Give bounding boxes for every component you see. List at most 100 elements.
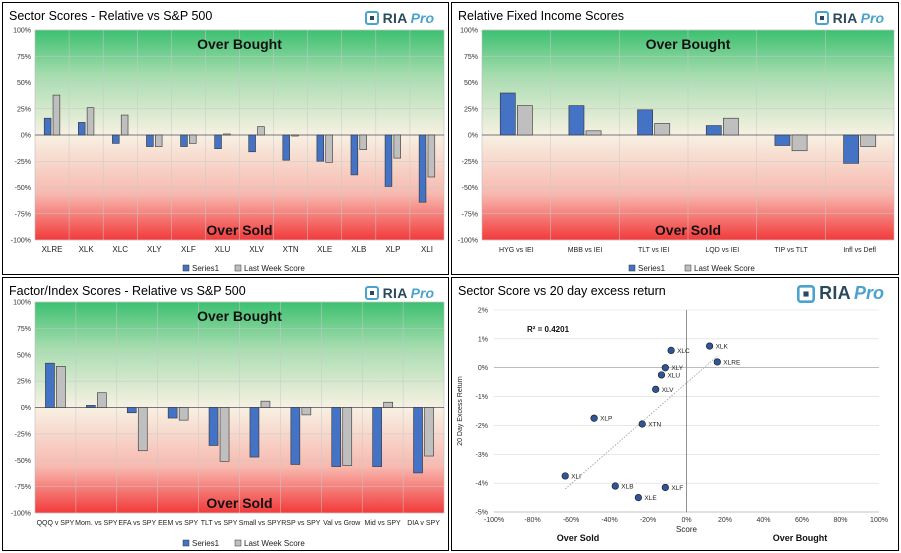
bar-series1-xly [146,134,154,147]
bar-last-week-tip-vs-tlt [791,134,808,152]
bar-series1-hyg-vs-iei [499,92,516,136]
bar-series1-xlb [350,134,359,176]
bar-series1-xtn [282,134,290,161]
bar-chart-factor: 100% 75% 50% 25% 0% -25% -50% -75% -100% QQQ v SP… [11,300,445,548]
legend-swatch-last-week [684,264,692,272]
bar-series1-xlf [180,134,188,147]
scatter-point-xtn [638,420,646,428]
legend-swatch-last-week [234,539,242,547]
bar-chart-sector: 100% 75% 50% 25% 0% -25% -50% -75% -100% XLRE XLK X… [11,28,445,273]
x-category-label: XLK [79,245,95,254]
x-tick-label: -40% [601,517,617,524]
legend-swatch-series1 [182,264,190,272]
point-label-xle: XLE [644,495,657,502]
bar-series1-dia-v-spy [413,407,423,474]
y-tick-label: -25% [462,159,478,166]
y-axis-title: 20 Day Excess Return [457,376,464,446]
x-category-label: XTN [283,245,299,254]
bar-last-week-rsp-vs-spy [301,407,312,416]
bar-last-week-xlk [86,107,95,136]
bar-last-week-xlv [257,126,265,136]
over-sold-label: Over Sold [655,222,721,238]
x-category-label: XLB [351,245,366,254]
x-tick-label: 40% [756,517,770,524]
y-tick-label: 50% [464,80,478,87]
point-label-xtn: XTN [648,421,661,428]
logo-pro-text: Pro [410,285,434,301]
y-tick-label: 25% [17,379,31,386]
bar-series1-tlt-vs-iei [637,109,653,136]
x-tick-label: -80% [524,517,540,524]
x-category-label: XLU [215,245,231,254]
bar-last-week-xlre [52,94,61,136]
ria-pro-logo: RIA Pro [364,285,434,301]
bar-last-week-xle [325,134,333,163]
scatter-point-xlf [661,483,669,492]
logo-ria-text: RIA [819,283,851,303]
legend-swatch-series1 [628,264,636,272]
over-bought-label: Over Bought [197,36,282,52]
y-tick-label: 0% [478,365,488,372]
chart-title: Sector Scores - Relative vs S&P 500 [9,9,213,23]
x-tick-label: 80% [833,517,847,524]
legend-swatch-last-week [234,264,242,272]
x-category-label: XLP [385,245,400,254]
x-category-label: QQQ v SPY [37,520,75,527]
scatter-point-xlc [667,346,675,354]
bar-series1-xlp [384,134,393,187]
x-tick-label: 0% [681,517,691,524]
legend-label-series1: Series1 [638,264,666,273]
y-tick-label: -100% [11,511,31,518]
point-label-xly: XLY [671,365,683,372]
scatter-point-xle [634,493,642,502]
y-tick-label: -4% [476,481,488,488]
bar-last-week-xlc [120,114,129,136]
logo-ria-text: RIA [382,10,408,26]
y-tick-label: 0% [21,133,31,140]
x-category-label: Mid vs SPY [365,520,402,527]
scatter-point-xlk [706,342,714,350]
over-sold-label: Over Sold [206,222,272,238]
point-label-xlu: XLU [667,372,680,379]
scatter-point-xlu [657,371,666,379]
y-tick-label: -75% [462,211,478,218]
x-tick-label: -20% [640,517,656,524]
logo-ria-text: RIA [832,10,858,26]
over-bought-label: Over Bought [197,308,282,324]
scatter-point-xli [561,472,569,480]
bar-series1-mom-vs-spy [86,405,96,408]
chart-title: Sector Score vs 20 day excess return [458,284,666,298]
y-tick-label: 2% [478,308,488,315]
bar-last-week-val-vs-grow [342,407,353,466]
y-tick-label: 100% [13,300,31,307]
x-category-label: TLT vs SPY [201,520,238,527]
bar-series1-mid-vs-spy [372,407,382,467]
ria-logo-icon [797,284,816,303]
ria-pro-logo: RIA Pro [814,10,884,26]
bar-last-week-mom-vs-spy [97,392,107,408]
y-tick-label: -25% [15,159,31,166]
bar-series1-xlre [43,117,52,136]
y-tick-label: -50% [462,185,478,192]
x-category-label: Small vs SPY [239,520,282,527]
bar-last-week-xlf [189,134,197,144]
scatter-point-xlb [611,482,619,490]
bar-series1-qqq-v-spy [45,362,55,408]
y-tick-label: 0% [468,133,478,140]
x-category-label: Val vs Grow [323,520,361,527]
bar-series1-xle [316,134,325,162]
x-tick-label: 60% [795,517,809,524]
y-tick-label: -100% [458,238,478,245]
y-tick-label: -100% [11,238,31,245]
point-label-xlre: XLRE [723,359,741,366]
bar-last-week-mid-vs-spy [383,401,393,408]
x-category-label: HYG vs IEI [499,247,534,254]
y-tick-label: -5% [476,510,488,517]
bar-last-week-hyg-vs-iei [517,105,533,136]
x-category-label: TLT vs IEI [638,247,669,254]
over-sold-label: Over Sold [206,495,272,511]
bar-series1-xlk [78,122,86,136]
legend-label-last-week: Last Week Score [244,264,305,273]
y-tick-label: 25% [464,106,478,113]
bar-series1-xlu [214,134,222,149]
